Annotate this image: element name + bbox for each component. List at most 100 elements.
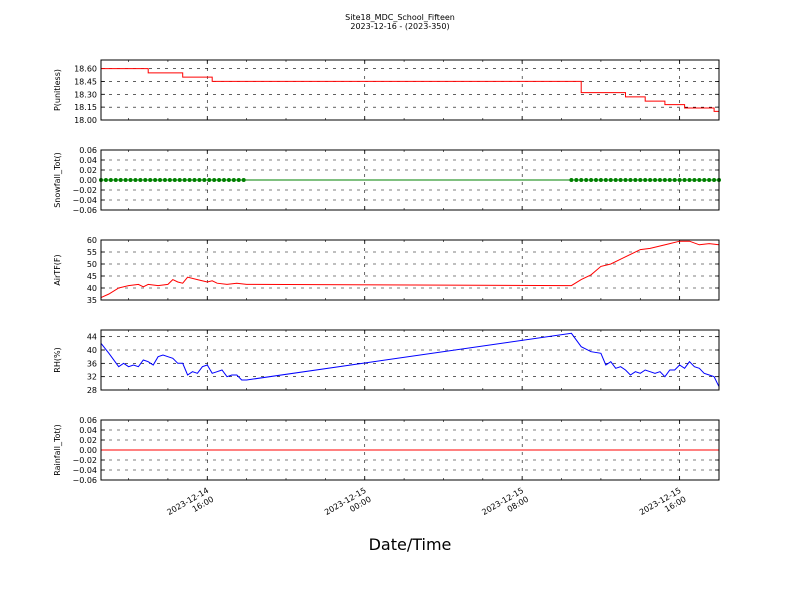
data-point <box>187 178 192 182</box>
data-point <box>712 178 717 182</box>
y-tick-label: 55 <box>87 248 97 257</box>
series-line <box>100 240 720 299</box>
y-tick-label: 18.45 <box>74 77 97 86</box>
chart-subtitle: 2023-12-16 - (2023-350) <box>350 22 449 31</box>
data-point <box>231 178 236 182</box>
data-point <box>653 178 658 182</box>
series-line <box>100 332 720 387</box>
data-point <box>677 178 682 182</box>
chart-panels: 18.00 18.15 18.30 18.45 18.60 P(unitless) −0.0… <box>53 59 721 517</box>
data-point <box>182 178 187 182</box>
y-tick-label: 40 <box>87 284 97 293</box>
y-tick-label: 0.00 <box>79 176 97 185</box>
series-line <box>101 68 720 114</box>
data-point <box>133 178 138 182</box>
data-point <box>226 178 231 182</box>
y-tick-label: 0.00 <box>79 446 97 455</box>
y-tick-label: −0.04 <box>72 196 97 205</box>
data-point <box>222 178 227 182</box>
y-tick-label: 0.02 <box>79 166 97 175</box>
y-tick-label: 40 <box>87 346 97 355</box>
y-tick-label: 32 <box>87 373 97 382</box>
panel-frame <box>100 239 720 301</box>
data-point <box>128 178 133 182</box>
y-tick-label: 44 <box>87 333 97 342</box>
data-point <box>162 178 167 182</box>
x-axis-label: Date/Time <box>369 535 452 554</box>
data-point <box>212 178 217 182</box>
y-tick-label: 28 <box>87 386 97 395</box>
panel-frame <box>100 149 720 211</box>
y-tick-label: −0.02 <box>72 186 97 195</box>
y-tick-label: 0.04 <box>79 426 97 435</box>
data-point <box>667 178 672 182</box>
data-point <box>603 178 608 182</box>
data-point <box>623 178 628 182</box>
data-point <box>593 178 598 182</box>
data-point <box>633 178 638 182</box>
data-point <box>177 178 182 182</box>
y-tick-label: 18.00 <box>74 116 97 125</box>
data-point <box>628 178 633 182</box>
panel-frame <box>100 419 720 481</box>
data-point <box>167 178 172 182</box>
data-point <box>217 178 222 182</box>
data-point <box>192 178 197 182</box>
y-tick-label: −0.06 <box>72 206 97 215</box>
y-tick-label: 0.06 <box>79 146 97 155</box>
y-tick-label: 18.15 <box>74 103 97 112</box>
data-point <box>687 178 692 182</box>
y-tick-label: 35 <box>87 296 97 305</box>
y-axis-label: AirTF(F) <box>53 254 62 285</box>
y-tick-label: 18.30 <box>74 90 97 99</box>
panel-3: 35 40 45 50 55 60 AirTF(F) <box>53 236 720 305</box>
data-point <box>123 178 128 182</box>
data-point <box>202 178 207 182</box>
data-point <box>697 178 702 182</box>
data-point <box>589 178 594 182</box>
panel-4: 28 32 36 40 44 RH(%) <box>53 329 720 395</box>
panel-1: 18.00 18.15 18.30 18.45 18.60 P(unitless) <box>53 59 720 125</box>
data-point <box>148 178 153 182</box>
data-point <box>143 178 148 182</box>
panel-frame <box>100 329 720 391</box>
y-axis-label: Rainfall_Tot() <box>53 424 62 476</box>
data-point <box>648 178 653 182</box>
data-point <box>707 178 712 182</box>
y-tick-label: 0.04 <box>79 156 97 165</box>
data-point <box>113 178 118 182</box>
data-point <box>579 178 584 182</box>
data-point <box>608 178 613 182</box>
data-point <box>618 178 623 182</box>
data-point <box>584 178 589 182</box>
chart-title: Site18_MDC_School_Fifteen <box>345 13 455 22</box>
data-point <box>692 178 697 182</box>
y-tick-label: 36 <box>87 359 97 368</box>
data-point <box>702 178 707 182</box>
y-axis-label: RH(%) <box>53 347 62 372</box>
y-axis-label: Snowfall_Tot() <box>53 152 62 208</box>
data-point <box>569 178 574 182</box>
data-point <box>662 178 667 182</box>
data-point <box>574 178 579 182</box>
data-point <box>613 178 618 182</box>
y-tick-label: 60 <box>87 236 97 245</box>
y-tick-label: −0.04 <box>72 466 97 475</box>
data-point <box>241 178 246 182</box>
data-point <box>643 178 648 182</box>
y-axis-label: P(unitless) <box>53 69 62 111</box>
y-tick-label: 0.02 <box>79 436 97 445</box>
data-point <box>138 178 143 182</box>
data-point <box>158 178 163 182</box>
y-tick-label: 0.06 <box>79 416 97 425</box>
y-tick-label: −0.02 <box>72 456 97 465</box>
data-point <box>672 178 677 182</box>
data-point <box>103 178 108 182</box>
y-tick-label: −0.06 <box>72 476 97 485</box>
data-point <box>207 178 212 182</box>
